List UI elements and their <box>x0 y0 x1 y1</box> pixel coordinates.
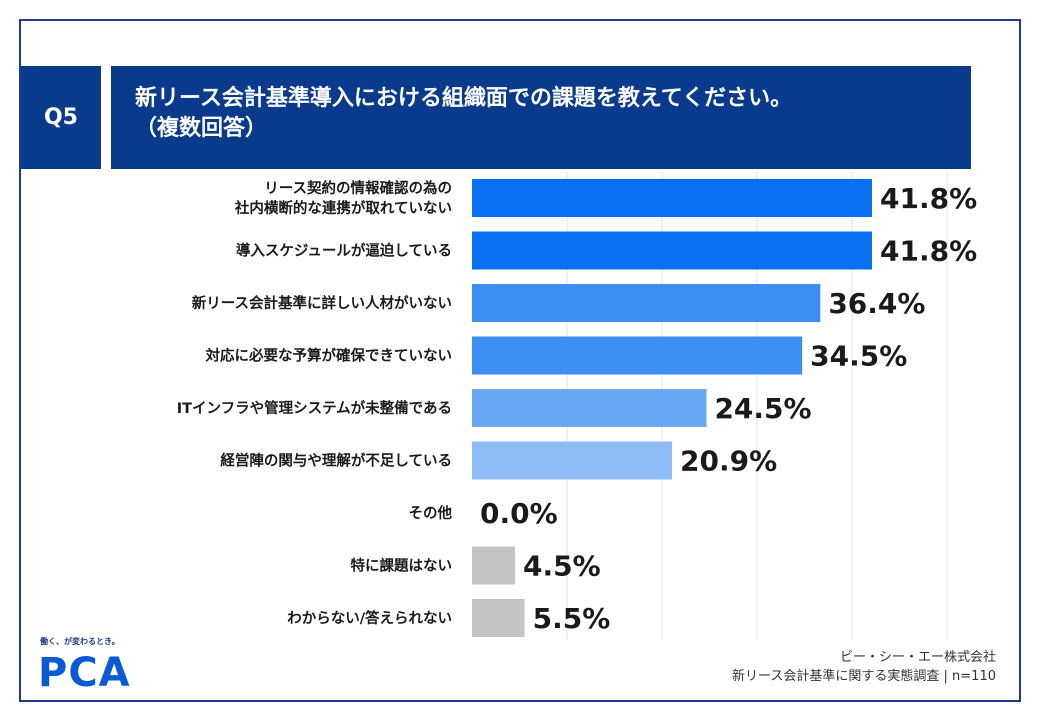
source-survey: 新リース会計基準に関する実態調査 | n=110 <box>732 669 996 684</box>
value-label: 4.5% <box>523 550 601 583</box>
logo-tagline: 働く、が変わるとき。 <box>40 637 120 646</box>
category-label: その他 <box>409 504 453 522</box>
value-label: 0.0% <box>480 497 558 530</box>
value-label: 34.5% <box>810 340 907 373</box>
bar <box>472 546 516 585</box>
category-label: 導入スケジュールが逼迫している <box>236 242 452 260</box>
pca-logo: PCA <box>38 650 131 696</box>
value-label: 20.9% <box>680 445 777 478</box>
question-number-badge: Q5 <box>21 66 101 169</box>
category-label: 特に課題はない <box>351 557 453 575</box>
value-label: 41.8% <box>880 235 977 268</box>
source-company: ビー・シー・エー株式会社 <box>839 650 996 665</box>
category-label: 経営陣の関与や理解が不足している <box>220 452 452 470</box>
category-label: ITインフラや管理システムが未整備である <box>177 399 452 417</box>
bar <box>472 336 803 375</box>
category-label: 新リース会計基準に詳しい人材がいない <box>192 294 452 312</box>
bars <box>472 179 872 637</box>
category-label: リース契約の情報確認の為の <box>264 179 452 197</box>
bar <box>472 599 525 637</box>
value-labels: 41.8% 41.8% 36.4% 34.5% 24.5% 20.9% 0.0% 4.5% 5.… <box>480 182 977 635</box>
chart-frame: Q5 新リース会計基準導入における組織面での課題を教えてください。 （複数回答） <box>19 19 1021 702</box>
bar <box>472 284 821 322</box>
bar <box>472 389 707 427</box>
category-label: 対応に必要な予算が確保できていない <box>205 347 453 365</box>
bar <box>472 179 872 217</box>
value-label: 36.4% <box>828 287 925 320</box>
value-label: 41.8% <box>880 182 977 215</box>
chart-title: 新リース会計基準導入における組織面での課題を教えてください。 （複数回答） <box>111 66 971 169</box>
value-label: 24.5% <box>714 392 811 425</box>
category-label: 社内横断的な連携が取れていない <box>234 199 452 217</box>
title-line-1: 新リース会計基準導入における組織面での課題を教えてください。 <box>135 86 793 111</box>
source-note: ビー・シー・エー株式会社 新リース会計基準に関する実態調査 | n=110 <box>732 648 996 686</box>
value-label: 5.5% <box>533 602 611 635</box>
category-labels: リース契約の情報確認の為の社内横断的な連携が取れていない導入スケジュールが逼迫し… <box>177 179 453 627</box>
title-line-2: （複数回答） <box>135 116 268 141</box>
bar <box>472 441 672 480</box>
category-label: わからない/答えられない <box>287 609 452 627</box>
bar <box>472 231 872 270</box>
